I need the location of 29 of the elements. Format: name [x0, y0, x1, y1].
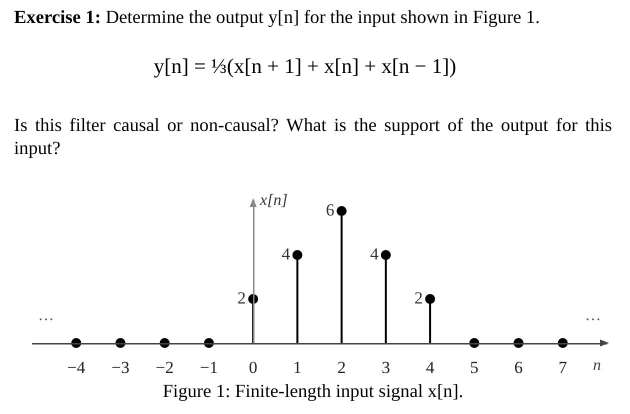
x-axis-title: n: [593, 357, 601, 374]
data-label: 4: [282, 244, 291, 264]
x-tick-label: −2: [156, 358, 174, 377]
x-tick-label: 0: [248, 358, 258, 377]
data-label: 2: [237, 288, 246, 308]
x-tick-label: 2: [337, 358, 346, 377]
x-tick-label: 6: [514, 358, 523, 377]
x-tick-label: 4: [426, 358, 435, 377]
point: [336, 206, 347, 216]
data-label: 2: [414, 288, 423, 308]
x-tick-label: −3: [111, 358, 130, 377]
x-tick-label: 7: [558, 358, 568, 377]
x-tick-label: 5: [470, 358, 479, 377]
caption: Figure 1: Finite-length input signal x[n].: [162, 381, 464, 403]
text: Is this filter causal or non-causal? What is the support of the output for this input?: [14, 114, 612, 160]
y-axis-title: x[n]: [259, 192, 288, 209]
data-label: 6: [326, 200, 334, 220]
point: [380, 250, 391, 260]
chart-title: Exercise 1: Determine the output y[n] for the input shown in Figure 1.: [14, 7, 540, 28]
chart-subtitle: y[n] = ⅓(x[n + 1] + x[n] + x[n − 1]): [152, 54, 458, 79]
point: [425, 294, 436, 304]
annotation: …: [38, 307, 54, 324]
x-tick-label: −1: [200, 358, 218, 377]
point: [292, 250, 302, 260]
data-label: 4: [370, 244, 380, 264]
x-tick-label: 1: [293, 358, 302, 377]
x-tick-label: 3: [382, 358, 390, 377]
x-tick-label: −4: [67, 358, 86, 377]
annotation: …: [585, 307, 601, 324]
